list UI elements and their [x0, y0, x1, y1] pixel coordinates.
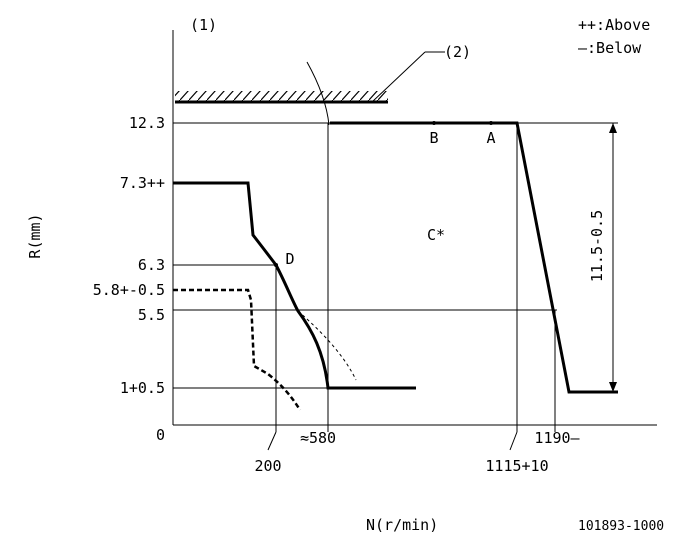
point-b-marker	[432, 121, 436, 125]
drawing-number: 101893-1000	[578, 519, 664, 534]
point-d-marker	[274, 263, 278, 267]
point-c-label: C*	[427, 226, 445, 244]
curve-max-speed	[330, 121, 618, 394]
y-tick-1: 1+0.5	[120, 379, 165, 397]
curve-below-dashed	[173, 288, 302, 411]
point-a-label: A	[486, 129, 495, 147]
y-tick-5-5: 5.5	[138, 306, 165, 324]
stopper-arc	[306, 61, 330, 126]
dimension-label: 11.5-0.5	[588, 210, 606, 282]
dimension-arrow-top	[609, 123, 617, 133]
dimension-arrow-bottom	[609, 382, 617, 392]
legend-above: ++:Above	[578, 16, 650, 34]
point-a-marker	[489, 121, 493, 125]
x-leader-200	[267, 431, 277, 451]
legend-below: —:Below	[578, 39, 642, 57]
y-tick-7-3: 7.3++	[120, 174, 165, 192]
x-axis-title: N(r/min)	[366, 516, 438, 534]
point-b-label: B	[429, 129, 438, 147]
callout-2-leader	[371, 51, 426, 103]
figure-number: (1)	[190, 16, 217, 34]
x-tick-580: ≈580	[300, 429, 336, 447]
y-tick-12-3: 12.3	[129, 114, 165, 132]
y-tick-5-8: 5.8+-0.5	[93, 281, 165, 299]
curve-above	[173, 181, 416, 390]
x-leader-1115	[509, 431, 518, 451]
y-tick-0: 0	[156, 426, 165, 444]
stopper-hatching	[175, 91, 388, 102]
x-tick-1190: 1190—	[534, 429, 580, 447]
x-tick-200: 200	[254, 457, 281, 475]
y-tick-6-3: 6.3	[138, 256, 165, 274]
point-d-label: D	[285, 250, 294, 268]
y-axis-title: R(mm)	[26, 213, 44, 258]
x-tick-1115: 1115+10	[485, 457, 548, 475]
callout-2-label: (2)	[444, 43, 471, 61]
